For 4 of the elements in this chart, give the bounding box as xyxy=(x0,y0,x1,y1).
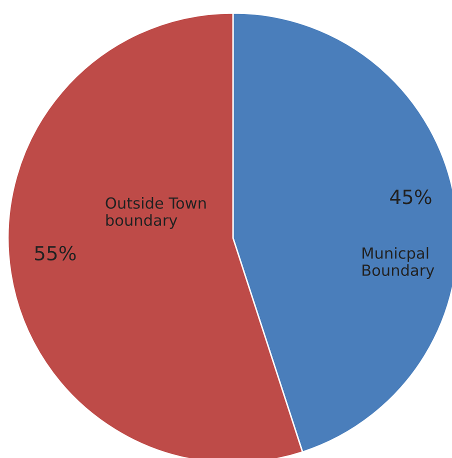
data-label: 55% xyxy=(35,246,76,261)
data-label: 45% xyxy=(390,190,432,204)
slice-label: Outside Town boundary xyxy=(106,197,206,229)
slice-label: Municpal Boundary xyxy=(362,247,434,279)
